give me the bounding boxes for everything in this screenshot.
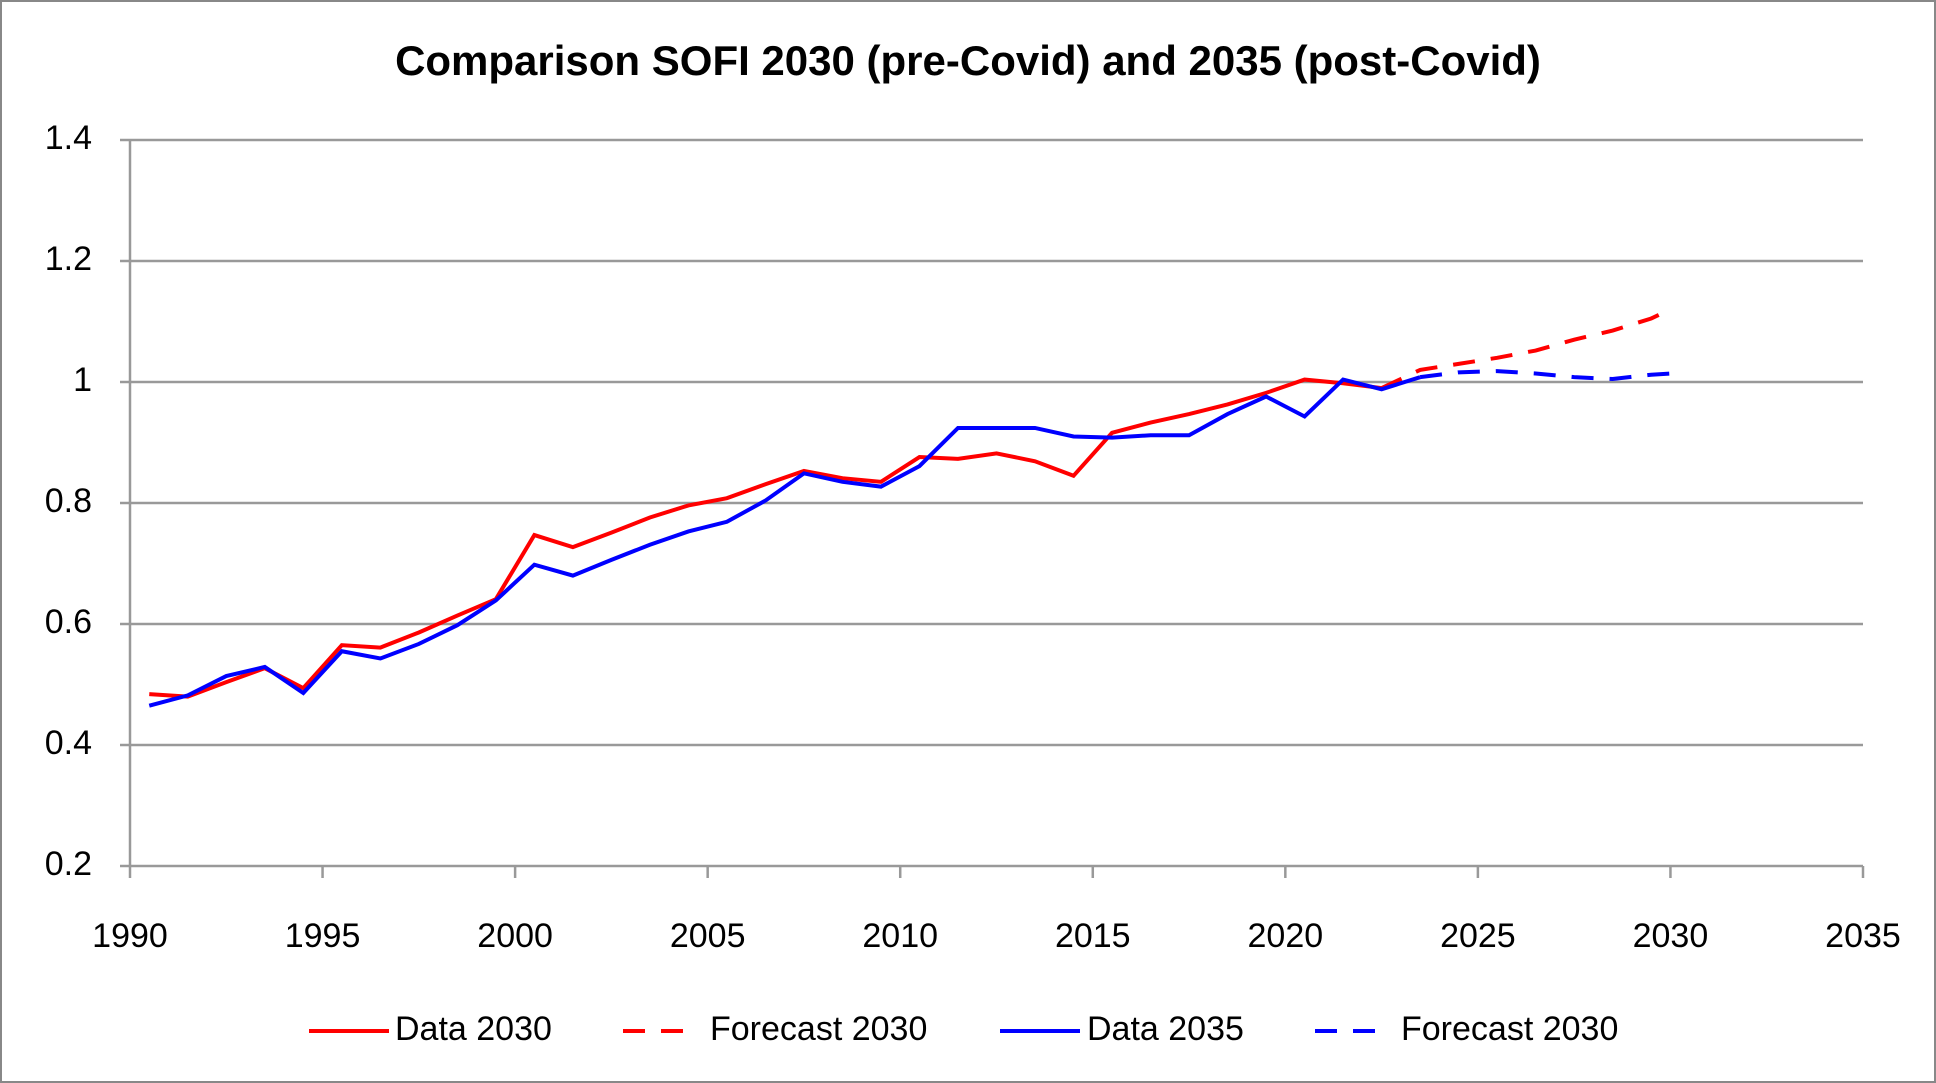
y-tick-label: 1 [73,361,92,399]
y-tick-label: 0.6 [45,603,92,641]
series-line [149,377,1382,699]
x-tick-label: 2030 [1633,917,1709,955]
y-tick-label: 1.2 [45,240,92,278]
x-tick-label: 2015 [1055,917,1131,955]
series-line [1419,369,1671,381]
x-tick-label: 2000 [477,917,553,955]
x-tick-label: 2005 [670,917,746,955]
y-tick-label: 0.8 [45,482,92,520]
x-tick-label: 2010 [862,917,938,955]
series-line [148,375,1421,708]
y-tick-label: 0.2 [45,845,92,883]
x-tick-label: 1990 [92,917,168,955]
y-tick-label: 0.4 [45,724,92,762]
x-tick-label: 2025 [1440,917,1516,955]
series-line [1380,307,1672,390]
x-tick-label: 2020 [1248,917,1324,955]
legend-label: Data 2035 [1087,1010,1244,1048]
y-tick-label: 1.4 [45,119,92,157]
legend-label: Forecast 2030 [1401,1010,1618,1048]
x-tick-label: 2035 [1825,917,1901,955]
legend-label: Forecast 2030 [710,1010,927,1048]
chart-title: Comparison SOFI 2030 (pre-Covid) and 203… [395,37,1541,84]
legend-label: Data 2030 [395,1010,552,1048]
x-tick-label: 1995 [285,917,361,955]
